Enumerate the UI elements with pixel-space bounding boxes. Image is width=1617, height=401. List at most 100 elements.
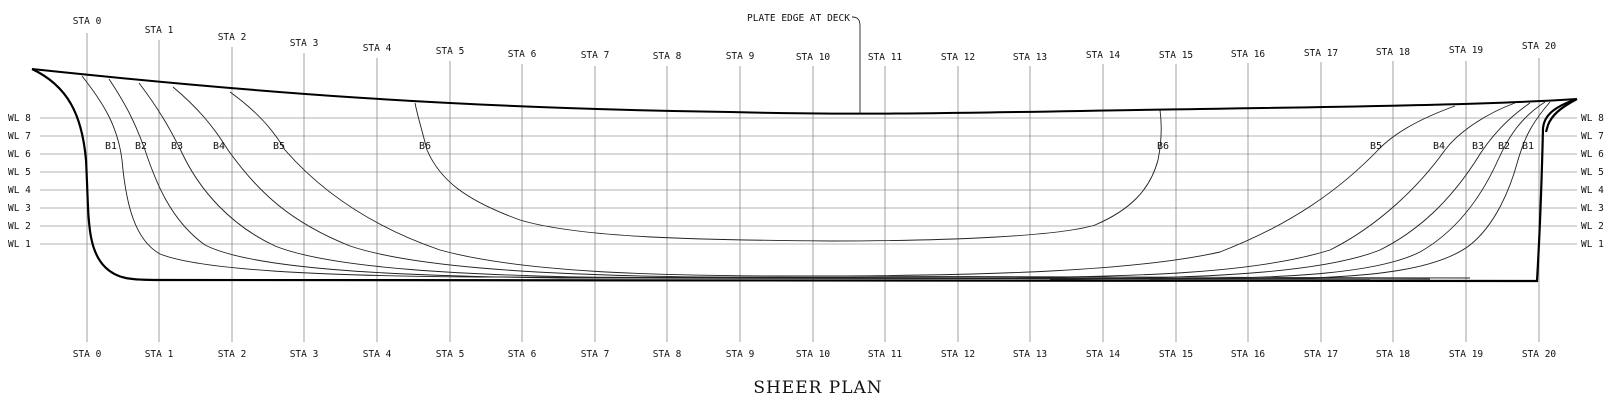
buttock-b4-aft xyxy=(172,86,1431,280)
waterline-labels-left: WL 8 WL 7 WL 6 WL 5 WL 4 WL 3 WL 2 WL 1 xyxy=(8,113,31,250)
buttock-b1-aft xyxy=(81,75,1301,280)
sheer-line xyxy=(31,68,1578,115)
buttock-label: B1 xyxy=(105,141,117,152)
hull-profile xyxy=(31,68,1578,283)
station-label-top: STA 7 xyxy=(581,50,610,61)
station-label-bottom: STA 10 xyxy=(796,349,831,360)
station-label-top: STA 3 xyxy=(290,38,319,49)
station-label-top: STA 19 xyxy=(1449,45,1484,56)
wl-label-left: WL 4 xyxy=(8,185,31,196)
buttock-b4-fwd xyxy=(949,102,1516,279)
bow-stem-inner xyxy=(1544,98,1578,133)
station-labels-bottom: STA 0 STA 1 STA 2 STA 3 STA 4 STA 5 STA … xyxy=(73,349,1557,360)
station-label-top: STA 11 xyxy=(868,52,903,63)
station-label-top: STA 2 xyxy=(218,32,247,43)
station-label-bottom: STA 9 xyxy=(726,349,755,360)
wl-label-right: WL 6 xyxy=(1581,149,1604,160)
wl-label-right: WL 4 xyxy=(1581,185,1604,196)
station-label-top: STA 5 xyxy=(436,46,465,57)
station-label-top: STA 1 xyxy=(145,25,174,36)
station-label-bottom: STA 8 xyxy=(653,349,682,360)
buttock-label: B4 xyxy=(213,141,225,152)
station-label-top: STA 15 xyxy=(1159,50,1193,61)
wl-label-right: WL 3 xyxy=(1581,203,1604,214)
buttock-b2-fwd xyxy=(1149,101,1546,280)
station-label-top: STA 10 xyxy=(796,52,831,63)
wl-label-left: WL 7 xyxy=(8,131,31,142)
station-label-top: STA 8 xyxy=(653,51,682,62)
station-label-bottom: STA 14 xyxy=(1086,349,1121,360)
station-label-bottom: STA 1 xyxy=(145,349,174,360)
waterline-labels-right: WL 8 WL 7 WL 6 WL 5 WL 4 WL 3 WL 2 WL 1 xyxy=(1581,113,1604,250)
buttock-label: B4 xyxy=(1433,141,1445,152)
buttock-b1-fwd xyxy=(1249,101,1551,280)
station-label-bottom: STA 18 xyxy=(1376,349,1411,360)
buttock-b3-aft xyxy=(138,82,1371,280)
station-label-bottom: STA 19 xyxy=(1449,349,1484,360)
wl-label-left: WL 3 xyxy=(8,203,31,214)
station-label-bottom: STA 15 xyxy=(1159,349,1193,360)
station-label-top: STA 20 xyxy=(1522,41,1557,52)
buttock-label: B2 xyxy=(135,141,147,152)
station-label-bottom: STA 7 xyxy=(581,349,610,360)
station-label-top: STA 13 xyxy=(1013,52,1047,63)
wl-label-left: WL 2 xyxy=(8,221,31,232)
wl-label-left: WL 8 xyxy=(8,113,31,124)
buttock-label: B5 xyxy=(273,141,285,152)
buttock-label: B1 xyxy=(1522,141,1534,152)
deck-note-label: PLATE EDGE AT DECK xyxy=(747,13,850,24)
buttock-b2-aft xyxy=(108,78,1331,280)
station-label-top: STA 12 xyxy=(941,52,975,63)
station-labels-top: STA 0 STA 1 STA 2 STA 3 STA 4 STA 5 STA … xyxy=(73,16,1557,63)
wl-label-right: WL 2 xyxy=(1581,221,1604,232)
buttock-label: B6 xyxy=(419,141,431,152)
station-label-bottom: STA 4 xyxy=(363,349,392,360)
station-label-bottom: STA 20 xyxy=(1522,349,1557,360)
buttock-b6-aft xyxy=(414,102,831,242)
buttock-b6-fwd xyxy=(829,109,1162,242)
wl-label-right: WL 5 xyxy=(1581,167,1604,178)
buttock-b5-aft xyxy=(229,91,1471,279)
station-label-top: STA 17 xyxy=(1304,48,1338,59)
station-label-top: STA 18 xyxy=(1376,47,1411,58)
buttock-lines-fwd xyxy=(799,101,1551,280)
wl-label-left: WL 6 xyxy=(8,149,31,160)
wl-label-left: WL 1 xyxy=(8,239,31,250)
buttock-b3-fwd xyxy=(1049,102,1531,280)
wl-label-left: WL 5 xyxy=(8,167,31,178)
station-label-top: STA 4 xyxy=(363,43,392,54)
buttock-labels-aft: B1 B2 B3 B4 B5 B6 xyxy=(105,141,431,152)
wl-label-right: WL 7 xyxy=(1581,131,1604,142)
station-lines xyxy=(86,33,1540,342)
buttock-labels-fwd: B6 B5 B4 B3 B2 B1 xyxy=(1157,141,1534,152)
station-label-top: STA 6 xyxy=(508,49,537,60)
station-label-bottom: STA 2 xyxy=(218,349,247,360)
station-label-top: STA 0 xyxy=(73,16,102,27)
buttock-lines-aft xyxy=(81,75,1471,280)
buttock-label: B3 xyxy=(171,141,183,152)
station-label-bottom: STA 11 xyxy=(868,349,903,360)
wl-label-right: WL 8 xyxy=(1581,113,1604,124)
buttock-label: B2 xyxy=(1498,141,1510,152)
wl-label-right: WL 1 xyxy=(1581,239,1604,250)
waterline-grid xyxy=(40,117,1577,245)
buttock-b5-fwd xyxy=(799,105,1456,277)
station-label-top: STA 16 xyxy=(1231,49,1266,60)
buttock-label: B6 xyxy=(1157,141,1169,152)
buttock-label: B5 xyxy=(1370,141,1382,152)
station-label-bottom: STA 3 xyxy=(290,349,319,360)
station-label-bottom: STA 17 xyxy=(1304,349,1338,360)
deck-note: PLATE EDGE AT DECK xyxy=(747,13,861,113)
deck-note-leader xyxy=(851,16,861,113)
station-label-bottom: STA 12 xyxy=(941,349,975,360)
buttock-label: B3 xyxy=(1472,141,1484,152)
station-label-bottom: STA 13 xyxy=(1013,349,1047,360)
station-label-bottom: STA 5 xyxy=(436,349,465,360)
station-label-bottom: STA 0 xyxy=(73,349,102,360)
station-label-top: STA 9 xyxy=(726,51,755,62)
station-label-bottom: STA 6 xyxy=(508,349,537,360)
station-label-top: STA 14 xyxy=(1086,50,1121,61)
drawing-title: SHEER PLAN xyxy=(753,378,882,398)
station-label-bottom: STA 16 xyxy=(1231,349,1266,360)
